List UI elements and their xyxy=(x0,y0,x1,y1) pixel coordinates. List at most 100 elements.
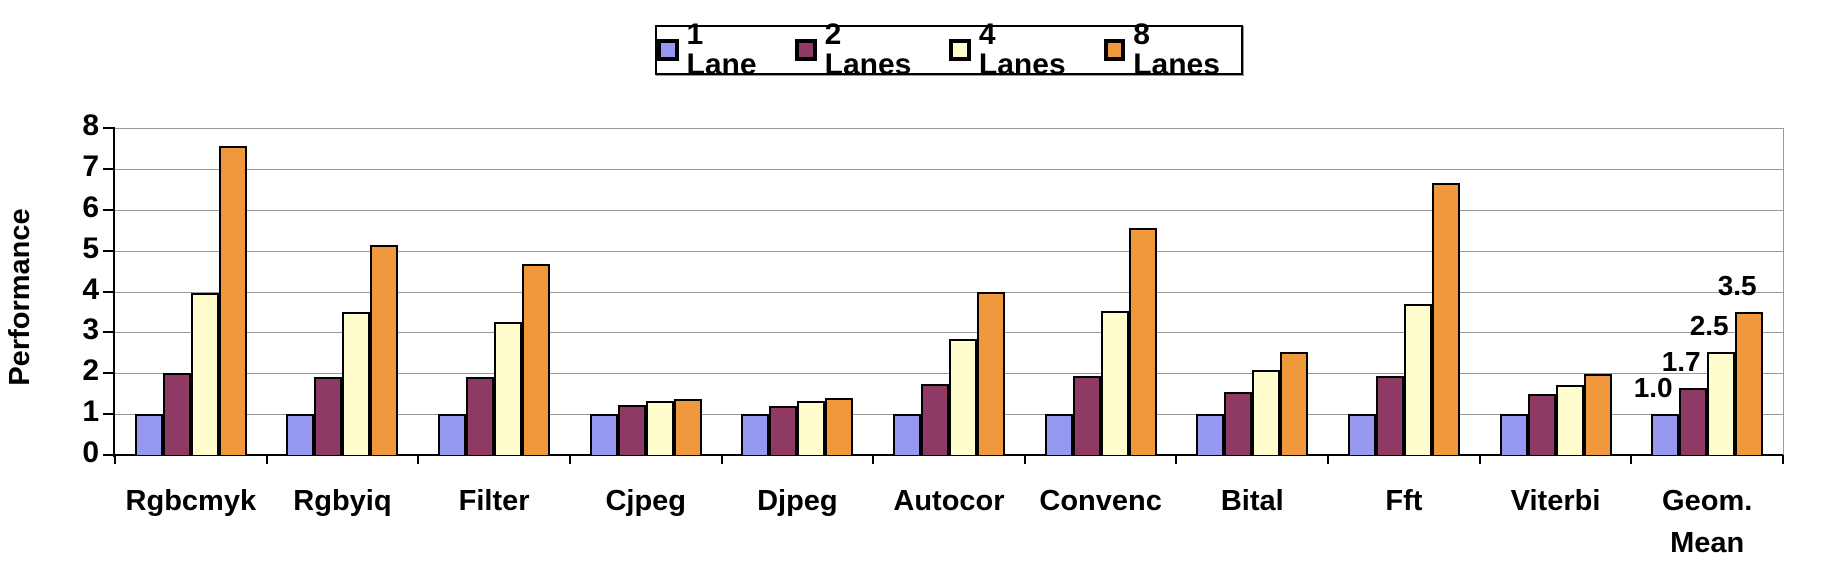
bar-8-lanes xyxy=(1431,183,1460,455)
bar-2-lanes xyxy=(769,405,798,455)
bar-4-lanes xyxy=(1403,304,1432,455)
bar-8-lanes xyxy=(673,399,702,455)
bar-group xyxy=(267,128,419,455)
bar-2-lanes xyxy=(1527,394,1556,455)
bar-1-lane xyxy=(589,414,618,455)
category-label: Viterbi xyxy=(1510,485,1601,517)
x-axis-tick xyxy=(1478,455,1481,464)
bar-8-lanes xyxy=(1735,311,1764,455)
plot-right-border xyxy=(1783,128,1784,455)
bar-8-lanes xyxy=(976,292,1005,455)
category-label: Rgbcmyk xyxy=(125,485,257,517)
gridline xyxy=(115,250,1783,252)
legend-item: 1 Lane xyxy=(657,20,778,80)
y-axis-tick-label: 1 xyxy=(82,395,99,429)
x-axis-tick xyxy=(417,455,420,464)
bar-1-lane xyxy=(1347,414,1376,455)
bar-group xyxy=(1176,128,1328,455)
gridline xyxy=(115,128,1783,129)
y-axis-tick-label: 8 xyxy=(82,109,99,142)
category-label: Autocor xyxy=(893,485,1005,517)
gridline xyxy=(115,168,1783,170)
y-axis-tick xyxy=(103,127,115,129)
x-axis-tick xyxy=(720,455,723,464)
bar-group xyxy=(1480,128,1632,455)
bar-4-lanes xyxy=(645,401,674,455)
bar-2-lanes xyxy=(314,376,343,455)
y-axis-tick xyxy=(103,208,115,211)
bar-1-lane xyxy=(1651,414,1680,455)
category-label: Filter xyxy=(458,485,530,517)
y-axis-tick xyxy=(103,454,115,456)
bar-group xyxy=(722,128,874,455)
y-axis-tick xyxy=(103,331,115,334)
x-axis-tick xyxy=(114,455,116,464)
bar-2-lanes xyxy=(1224,392,1253,455)
x-axis-tick xyxy=(265,455,268,464)
bar-8-lanes xyxy=(825,398,854,455)
bar-group xyxy=(1631,128,1783,455)
y-axis-tick-label: 7 xyxy=(82,149,99,183)
bar-4-lanes xyxy=(190,292,219,455)
y-axis-tick xyxy=(103,372,115,375)
bar-1-lane xyxy=(134,414,163,455)
bar-2-lanes xyxy=(1375,376,1404,455)
gridline xyxy=(115,209,1783,211)
bar-group xyxy=(1328,128,1480,455)
legend-label: 1 Lane xyxy=(686,18,757,81)
bar-4-lanes xyxy=(1100,311,1129,455)
gridline xyxy=(115,291,1783,293)
y-axis-tick-label: 0 xyxy=(82,436,99,469)
bar-4-lanes xyxy=(1252,369,1281,455)
x-axis-tick xyxy=(1327,455,1330,464)
y-axis-tick xyxy=(103,249,115,252)
y-axis-line xyxy=(113,128,115,457)
x-axis-tick xyxy=(1175,455,1178,464)
bar-8-lanes xyxy=(218,146,247,455)
y-axis-tick-label: 5 xyxy=(82,231,99,265)
legend-swatch-2-lanes xyxy=(795,39,817,61)
bar-1-lane xyxy=(741,414,770,455)
plot-area: 0 1 2 3 4 5 6 7 8 Rgbcmyk Rgbyiq Filter Cjpeg Djpeg Au… xyxy=(82,111,1784,559)
bar-1-lane xyxy=(1196,414,1225,455)
category-label: Fft xyxy=(1385,485,1423,517)
bar-8-lanes xyxy=(1280,352,1309,455)
bar-group xyxy=(115,128,267,455)
bar-2-lanes xyxy=(1679,387,1708,455)
bar-4-lanes xyxy=(948,338,977,455)
bar-4-lanes xyxy=(1707,351,1736,455)
x-axis-tick xyxy=(872,455,875,464)
bar-8-lanes xyxy=(1128,228,1157,455)
category-label: Rgbyiq xyxy=(293,485,392,517)
bar-1-lane xyxy=(1044,414,1073,455)
x-axis-tick xyxy=(568,455,571,464)
bar-1-lane xyxy=(892,414,921,455)
bar-value-label: 2.5 xyxy=(1689,309,1729,341)
bar-4-lanes xyxy=(494,322,523,455)
legend-label: 8 Lanes xyxy=(1133,18,1220,81)
y-axis-tick-label: 2 xyxy=(82,354,99,388)
bar-group xyxy=(418,128,570,455)
legend-item: 2 Lanes xyxy=(795,20,932,80)
legend-swatch-8-lanes xyxy=(1103,39,1126,61)
bar-8-lanes xyxy=(1583,374,1612,455)
bar-4-lanes xyxy=(342,311,371,455)
x-axis-tick xyxy=(1630,455,1633,464)
category-label: Convenc xyxy=(1039,485,1162,517)
legend-item: 8 Lanes xyxy=(1103,18,1241,81)
x-axis-line xyxy=(115,454,1783,456)
bar-value-label: 1.0 xyxy=(1633,372,1673,404)
x-axis-tick xyxy=(1782,455,1784,464)
category-label: Cjpeg xyxy=(605,485,686,517)
bar-group xyxy=(873,128,1025,455)
x-axis-tick xyxy=(1023,455,1026,464)
bar-2-lanes xyxy=(466,376,495,455)
category-label: Geom. Mean xyxy=(1662,485,1753,560)
bar-1-lane xyxy=(438,414,467,455)
bar-4-lanes xyxy=(1555,385,1584,455)
y-axis-tick-label: 4 xyxy=(82,272,99,306)
legend-swatch-4-lanes xyxy=(949,39,971,61)
bar-value-label: 1.7 xyxy=(1661,345,1701,377)
bar-2-lanes xyxy=(920,383,949,455)
